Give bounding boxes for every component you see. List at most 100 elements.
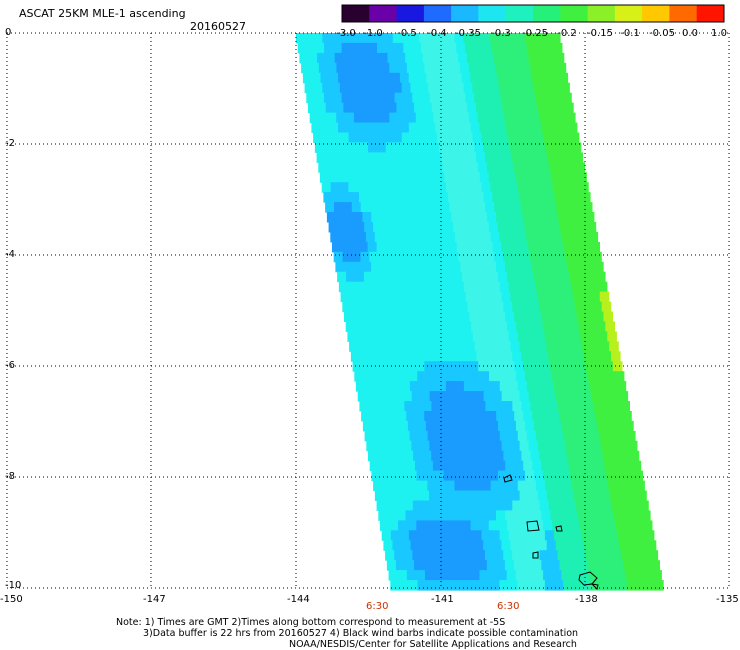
swath-cell [579, 231, 590, 243]
swath-cell [348, 132, 359, 143]
swath-cell [515, 520, 526, 531]
swath-cell [546, 52, 556, 64]
swath-cell [376, 92, 387, 104]
swath-cell [432, 560, 442, 571]
swath-cell [476, 500, 486, 511]
swath-cell [444, 172, 454, 183]
swath-cell [447, 142, 458, 153]
swath-cell [414, 460, 425, 472]
swath-cell [404, 401, 414, 412]
swath-cell [547, 202, 557, 213]
swath-cell [413, 351, 424, 362]
swath-cell [472, 530, 483, 541]
swath-cell [569, 371, 580, 382]
swath-cell [454, 132, 465, 143]
swath-cell [436, 381, 447, 392]
swath-cell [446, 281, 456, 293]
swath-cell [505, 510, 515, 521]
swath-cell [414, 560, 424, 571]
swath-cell [539, 62, 549, 74]
swath-cell [415, 361, 425, 372]
swath-cell [526, 530, 537, 541]
swath-cell [573, 291, 583, 303]
swath-cell [524, 321, 535, 332]
swath-cell [556, 62, 567, 74]
swath-cell [437, 231, 447, 243]
swath-cell [390, 271, 401, 283]
swath-cell [481, 331, 492, 342]
swath-cell [367, 291, 377, 303]
swath-cell [460, 361, 470, 372]
swath-cell [363, 321, 374, 332]
swath-cell [354, 62, 364, 74]
swath-cell [494, 550, 504, 561]
swath-cell [492, 142, 502, 153]
swath-cell [624, 570, 635, 581]
swath-cell [359, 42, 369, 54]
swath-cell [499, 281, 510, 293]
swath-cell [641, 560, 651, 571]
swath-cell [557, 450, 568, 462]
swath-cell [523, 122, 534, 133]
swath-cell [428, 231, 438, 243]
swath-cell [551, 82, 562, 94]
swath-cell [611, 450, 622, 462]
swath-cell [407, 112, 417, 124]
swath-cell [394, 142, 405, 153]
swath-cell [397, 311, 408, 322]
swath-cell [350, 42, 360, 54]
swath-cell [422, 301, 433, 313]
swath-cell [508, 580, 519, 591]
swath-cell [346, 271, 356, 283]
swath-cell [550, 510, 561, 521]
swath-cell [455, 331, 465, 342]
swath-cell [449, 301, 460, 313]
swath-cell [512, 550, 522, 561]
swath-cell [562, 331, 573, 342]
swath-cell [428, 82, 438, 94]
swath-cell [618, 440, 629, 452]
swath-cell [366, 33, 376, 44]
swath-cell [521, 351, 531, 362]
swath-cell [429, 440, 439, 452]
swath-cell [547, 251, 558, 263]
swath-cell [346, 172, 357, 183]
swath-cell [592, 251, 602, 263]
swath-cell [490, 430, 501, 442]
swath-cell [449, 102, 459, 114]
swath-cell [589, 281, 599, 293]
swath-cell [368, 450, 378, 462]
swath-cell [488, 72, 498, 84]
swath-cell [426, 321, 436, 332]
swath-cell [447, 192, 458, 203]
swath-cell [642, 520, 653, 531]
swath-cell [365, 231, 376, 243]
swath-cell [453, 122, 463, 133]
swath-cell [424, 162, 435, 173]
swath-cell [476, 152, 486, 163]
swath-cell [505, 72, 516, 84]
swath-cell [421, 550, 432, 561]
swath-cell [324, 42, 334, 54]
swath-cell [410, 182, 420, 193]
swath-cell [415, 570, 426, 581]
swath-cell [462, 271, 472, 283]
swath-cell [371, 162, 381, 173]
swath-cell [415, 112, 426, 124]
swath-cell [542, 371, 553, 382]
swath-cell [478, 311, 488, 322]
swath-cell [369, 52, 380, 64]
swath-cell [497, 271, 508, 283]
swath-cell [579, 182, 589, 193]
swath-cell [427, 480, 437, 492]
swath-cell [461, 72, 471, 84]
swath-cell [517, 42, 528, 54]
swath-cell [460, 261, 470, 273]
swath-cell [570, 231, 581, 243]
swath-cell [616, 381, 627, 392]
swath-cell [348, 33, 359, 44]
swath-cell [567, 212, 577, 223]
swath-cell [558, 212, 568, 223]
swath-cell [555, 391, 566, 402]
swath-cell [311, 72, 322, 84]
